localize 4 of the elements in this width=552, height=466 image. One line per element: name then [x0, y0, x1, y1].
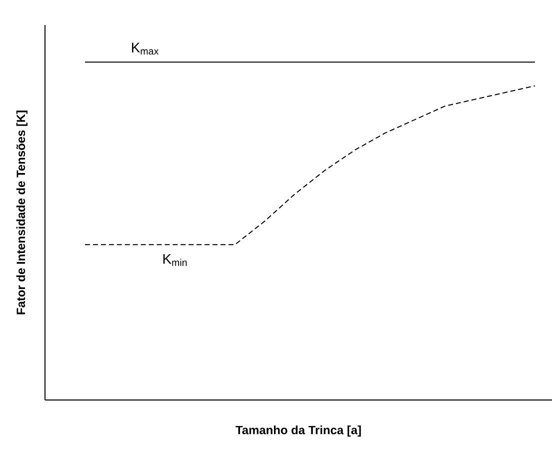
y-axis-title: Fator de Intensidade de Tensões [K] [16, 110, 28, 314]
series-label: K$_{min}$ [163, 254, 187, 266]
x-axis-title: Tamanho da Trinca [a] [236, 426, 361, 437]
series-label: K$_{max}$ [132, 42, 159, 55]
